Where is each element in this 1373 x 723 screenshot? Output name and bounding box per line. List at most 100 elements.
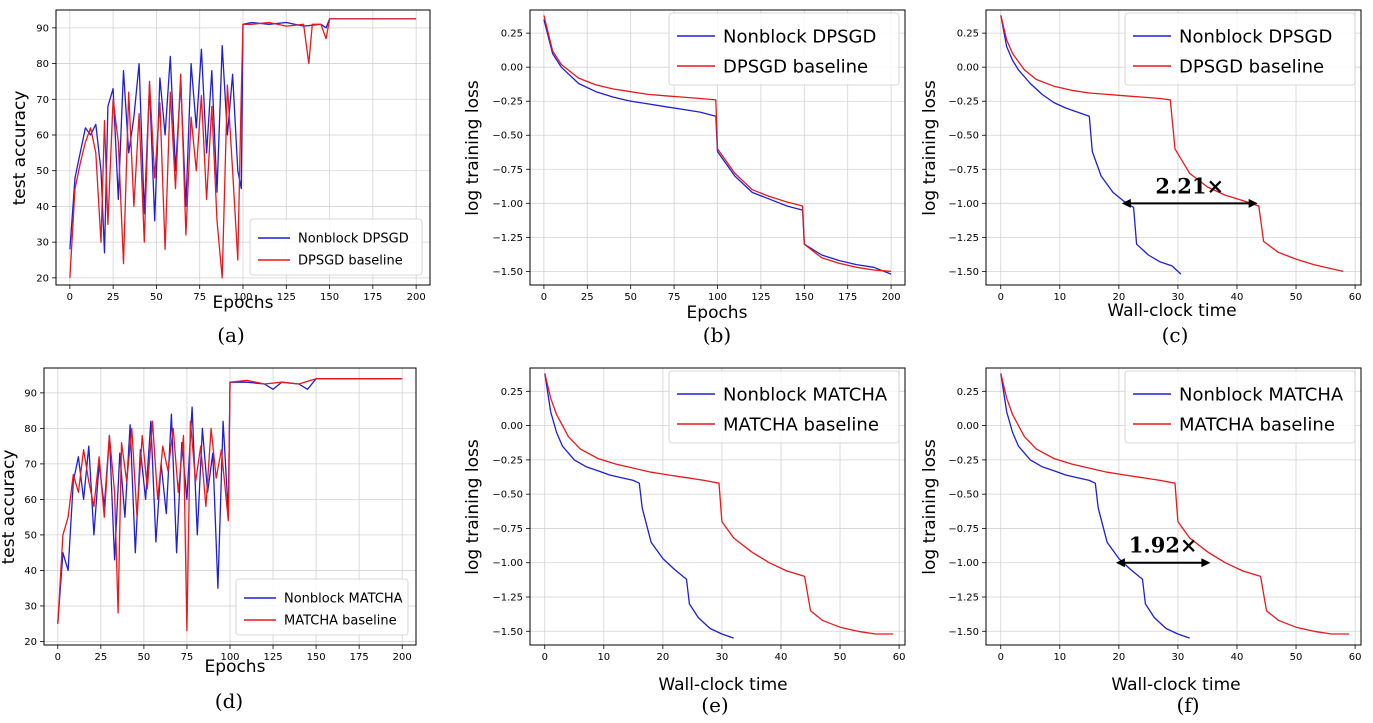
x-axis-label: Epochs bbox=[213, 293, 274, 313]
speedup-annotation: 2.21× bbox=[1121, 173, 1258, 208]
panel-caption: (d) bbox=[215, 689, 243, 713]
x-tick-label: 200 bbox=[393, 652, 412, 663]
y-tick-label: 80 bbox=[24, 424, 37, 435]
legend-box bbox=[668, 12, 900, 86]
y-tick-label: −1.50 bbox=[948, 627, 979, 638]
x-tick-label: 25 bbox=[107, 292, 120, 303]
x-axis-label: Wall-clock time bbox=[658, 675, 787, 695]
chart-panel-f: 0 10 20 30 40 50 60 0.25 0.00 −0.25 −0.50 −0.75 −1.0… bbox=[920, 367, 1362, 717]
x-tick-label: 10 bbox=[1053, 292, 1066, 303]
legend: Nonblock DPSGD DPSGD baseline bbox=[249, 218, 423, 276]
y-tick-label: −0.50 bbox=[948, 490, 979, 501]
x-tick-label: 40 bbox=[1231, 652, 1244, 663]
legend: Nonblock DPSGD DPSGD baseline bbox=[668, 12, 900, 86]
x-tick-label: 125 bbox=[277, 292, 296, 303]
x-tick-label: 150 bbox=[307, 652, 326, 663]
y-tick-label: 40 bbox=[36, 202, 49, 213]
y-tick-label: −1.25 bbox=[948, 233, 979, 244]
series-line-baseline bbox=[543, 15, 892, 273]
speedup-label: 2.21× bbox=[1155, 173, 1224, 198]
x-tick-label: 30 bbox=[1172, 652, 1185, 663]
x-tick-label: 40 bbox=[775, 652, 788, 663]
chart-panel-a: 0 25 50 75 100 125 150 175 200 20 30 40 50 60 70 80 90 Ep… bbox=[10, 9, 431, 347]
y-axis-label: log training loss bbox=[920, 439, 940, 575]
legend-label: DPSGD baseline bbox=[298, 254, 403, 269]
y-tick-label: 0.25 bbox=[957, 387, 979, 398]
y-axis-label: test accuracy bbox=[10, 91, 30, 206]
arrow-head-left bbox=[1121, 198, 1131, 208]
legend: Nonblock MATCHA MATCHA baseline bbox=[235, 578, 409, 636]
arrow-head-left bbox=[1115, 558, 1125, 568]
y-tick-label: −1.25 bbox=[948, 593, 979, 604]
legend-box bbox=[1124, 370, 1356, 444]
y-tick-label: 0.25 bbox=[501, 29, 523, 40]
y-tick-label: 20 bbox=[24, 637, 37, 648]
legend-label: Nonblock DPSGD bbox=[298, 232, 409, 247]
legend-label: Nonblock DPSGD bbox=[723, 26, 876, 47]
y-tick-label: 50 bbox=[36, 166, 49, 177]
legend: Nonblock MATCHA MATCHA baseline bbox=[668, 370, 900, 444]
series-line-baseline bbox=[544, 373, 894, 635]
x-tick-label: 60 bbox=[893, 652, 906, 663]
x-tick-label: 40 bbox=[1231, 292, 1244, 303]
x-axis-label: Wall-clock time bbox=[1111, 675, 1240, 695]
plot-frame bbox=[529, 367, 906, 646]
chart-panel-d: 0 25 50 75 100 125 150 175 200 20 30 40 50 60 70 80 90 Ep… bbox=[0, 367, 417, 713]
x-axis-label: Epochs bbox=[205, 657, 266, 677]
legend-label: DPSGD baseline bbox=[723, 56, 868, 77]
x-tick-label: 50 bbox=[1290, 292, 1303, 303]
y-tick-label: 60 bbox=[24, 495, 37, 506]
y-tick-label: −0.75 bbox=[492, 165, 523, 176]
x-tick-label: 25 bbox=[581, 292, 594, 303]
legend: Nonblock MATCHA MATCHA baseline bbox=[1124, 370, 1356, 444]
series-line-baseline bbox=[69, 18, 417, 279]
x-tick-label: 20 bbox=[1113, 292, 1126, 303]
y-tick-label: −1.00 bbox=[948, 199, 979, 210]
y-tick-label: −1.00 bbox=[492, 558, 523, 569]
legend-label: MATCHA baseline bbox=[284, 614, 397, 629]
plot-frame bbox=[985, 9, 1362, 286]
series-line-nonblock bbox=[1000, 373, 1190, 639]
y-tick-label: −0.25 bbox=[948, 455, 979, 466]
x-tick-label: 75 bbox=[668, 292, 681, 303]
x-tick-label: 50 bbox=[1290, 652, 1303, 663]
y-tick-label: 30 bbox=[36, 238, 49, 249]
legend-label: Nonblock DPSGD bbox=[1179, 26, 1332, 47]
x-tick-label: 175 bbox=[838, 292, 857, 303]
y-tick-label: 30 bbox=[24, 601, 37, 612]
x-tick-label: 50 bbox=[624, 292, 637, 303]
y-tick-label: 40 bbox=[24, 566, 37, 577]
plot-frame bbox=[985, 367, 1362, 646]
x-tick-label: 175 bbox=[363, 292, 382, 303]
arrow-head-right bbox=[1248, 198, 1258, 208]
x-tick-label: 100 bbox=[233, 292, 252, 303]
x-tick-label: 50 bbox=[138, 652, 151, 663]
x-tick-label: 10 bbox=[597, 652, 610, 663]
y-tick-label: 90 bbox=[36, 23, 49, 34]
x-tick-label: 100 bbox=[220, 652, 239, 663]
y-tick-label: 0.00 bbox=[501, 63, 523, 74]
y-axis-label: log training loss bbox=[463, 439, 483, 575]
series-line-nonblock bbox=[1000, 15, 1182, 275]
y-tick-label: −0.75 bbox=[492, 524, 523, 535]
x-tick-label: 100 bbox=[708, 292, 727, 303]
x-tick-label: 60 bbox=[1349, 292, 1362, 303]
x-tick-label: 25 bbox=[94, 652, 107, 663]
panel-caption: (c) bbox=[1162, 323, 1189, 347]
y-tick-label: 20 bbox=[36, 273, 49, 284]
chart-panel-e: 0 10 20 30 40 50 60 0.25 0.00 −0.25 −0.50 −0.75 −1.0… bbox=[463, 367, 906, 717]
x-tick-label: 20 bbox=[657, 652, 670, 663]
y-tick-label: −0.50 bbox=[492, 131, 523, 142]
x-tick-label: 50 bbox=[150, 292, 163, 303]
y-tick-label: 70 bbox=[36, 95, 49, 106]
legend: Nonblock DPSGD DPSGD baseline bbox=[1124, 12, 1356, 86]
legend-box bbox=[1124, 12, 1356, 86]
x-tick-label: 30 bbox=[1172, 292, 1185, 303]
x-tick-label: 0 bbox=[998, 652, 1004, 663]
y-tick-label: 50 bbox=[24, 530, 37, 541]
y-tick-label: 0.25 bbox=[501, 387, 523, 398]
x-tick-label: 20 bbox=[1113, 652, 1126, 663]
y-tick-label: 0.25 bbox=[957, 29, 979, 40]
x-tick-label: 150 bbox=[795, 292, 814, 303]
